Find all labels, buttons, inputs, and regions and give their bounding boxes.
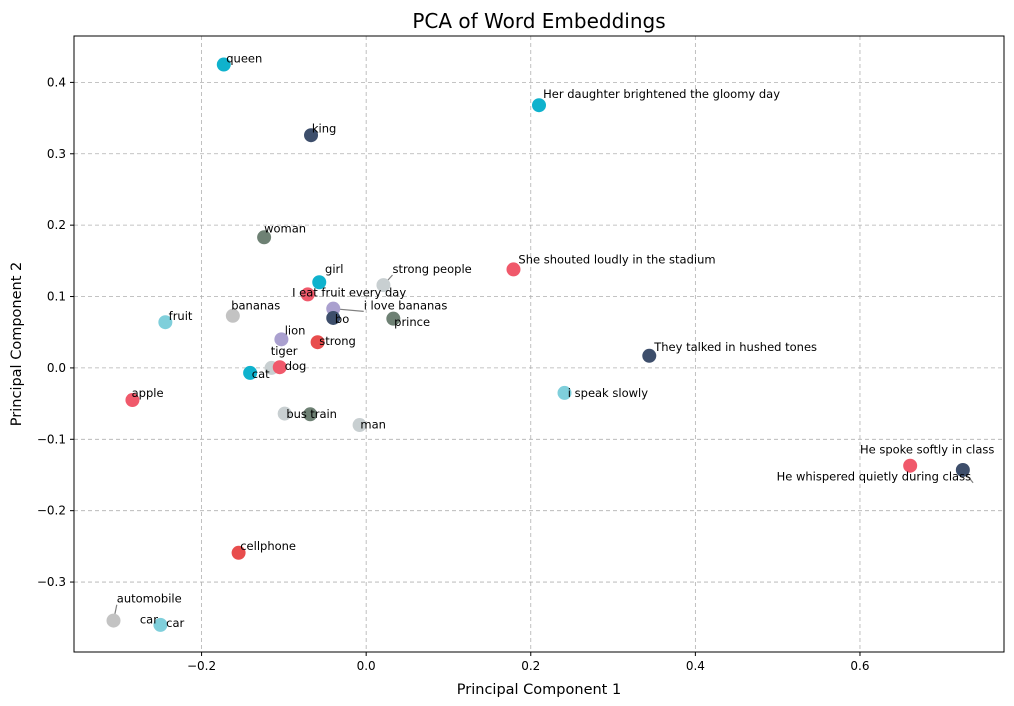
- label-apple: apple: [132, 386, 164, 400]
- label-i-love-bananas: i love bananas: [364, 298, 448, 312]
- label-train: train: [310, 407, 337, 421]
- label-strong: strong: [319, 334, 356, 348]
- axis-ticks: −0.2 0.0 0.2 0.4 0.6 −0.3 −0.2 −0.1 0.0 0.1 0.2 0.3…: [37, 75, 870, 673]
- label-woman: woman: [264, 221, 306, 235]
- label-queen: queen: [226, 51, 262, 65]
- point-he-spoke-softly-in-class: [903, 458, 918, 473]
- y-tick-label: 0.0: [47, 361, 66, 375]
- point-i-eat-fruit-every-day: [300, 287, 315, 302]
- label-prince: prince: [394, 315, 430, 329]
- label-car: car: [166, 616, 184, 630]
- point-man: [352, 418, 367, 433]
- label-her-daughter-brightened-the-gloomy-day: Her daughter brightened the gloomy day: [543, 87, 780, 101]
- plot-frame: [73, 35, 1005, 653]
- x-tick-label: 0.4: [686, 659, 705, 673]
- y-tick-label: 0.3: [47, 147, 66, 161]
- point-her-daughter-brightened-the-gloomy-day: [532, 98, 546, 113]
- point-cat: [243, 365, 258, 380]
- point-strong-people: [376, 278, 391, 293]
- x-axis-label: Principal Component 1: [457, 682, 621, 698]
- point-fruit: [158, 315, 173, 330]
- point-bananas: [225, 308, 240, 323]
- label-automobile: automobile: [117, 592, 182, 606]
- point-labels: queen Her daughter brightened the gloomy …: [117, 51, 995, 630]
- x-tick-label: 0.0: [357, 659, 376, 673]
- point-bo: [326, 310, 341, 325]
- point-girl: [312, 275, 327, 290]
- y-tick-label: 0.2: [47, 218, 66, 232]
- y-tick-label: 0.4: [47, 75, 66, 89]
- x-tick-label: 0.6: [850, 659, 869, 673]
- label-cellphone: cellphone: [240, 539, 296, 553]
- label-i-eat-fruit-every-day: I eat fruit every day: [292, 286, 406, 300]
- label-car: car: [140, 612, 158, 626]
- y-axis-label: Principal Component 2: [9, 262, 25, 426]
- point-king: [304, 128, 319, 143]
- label-bo: bo: [335, 312, 349, 326]
- label-they-talked-in-hushed-tones: They talked in hushed tones: [653, 340, 817, 354]
- point-bus: [277, 406, 292, 421]
- point-apple: [125, 393, 140, 408]
- y-tick-label: 0.1: [47, 290, 66, 304]
- label-lion: lion: [285, 323, 306, 337]
- point-strong: [310, 335, 325, 350]
- point-woman: [257, 230, 272, 245]
- label-fruit: fruit: [169, 309, 193, 323]
- point-i-speak-slowly: [557, 385, 572, 400]
- y-tick-label: −0.3: [37, 575, 66, 589]
- point-prince: [386, 311, 401, 326]
- label-strong-people: strong people: [393, 262, 472, 276]
- grid-lines: [74, 36, 1004, 652]
- point-dog: [272, 360, 287, 375]
- label-king: king: [312, 121, 336, 135]
- point-queen: [216, 57, 231, 72]
- point-lion: [274, 332, 289, 347]
- point-automobile: [106, 613, 121, 628]
- label-bananas: bananas: [231, 298, 280, 312]
- label-i-speak-slowly: i speak slowly: [568, 386, 648, 400]
- label-bus: bus: [286, 407, 307, 421]
- label-he-spoke-softly-in-class: He spoke softly in class: [860, 443, 994, 457]
- data-points: [106, 57, 970, 632]
- point-he-whispered-quietly-during-class: [955, 462, 970, 477]
- point-train: [303, 407, 318, 422]
- label-dog: dog: [285, 359, 307, 373]
- label-cat: cat: [252, 367, 270, 381]
- x-tick-label: −0.2: [187, 659, 216, 673]
- y-tick-label: −0.2: [37, 504, 66, 518]
- point-cellphone: [231, 545, 246, 560]
- x-tick-label: 0.2: [521, 659, 540, 673]
- label-tiger: tiger: [271, 344, 298, 358]
- label-girl: girl: [325, 262, 343, 276]
- label-man: man: [360, 418, 386, 432]
- y-tick-label: −0.1: [37, 432, 66, 446]
- point-car: [153, 617, 168, 632]
- point-she-shouted-loudly-in-the-stadium: [506, 262, 521, 277]
- label-she-shouted-loudly-in-the-stadium: She shouted loudly in the stadium: [518, 253, 715, 267]
- chart-title: PCA of Word Embeddings: [412, 9, 665, 33]
- point-they-talked-in-hushed-tones: [642, 348, 657, 363]
- label-he-whispered-quietly-during-class: He whispered quietly during class: [777, 470, 971, 484]
